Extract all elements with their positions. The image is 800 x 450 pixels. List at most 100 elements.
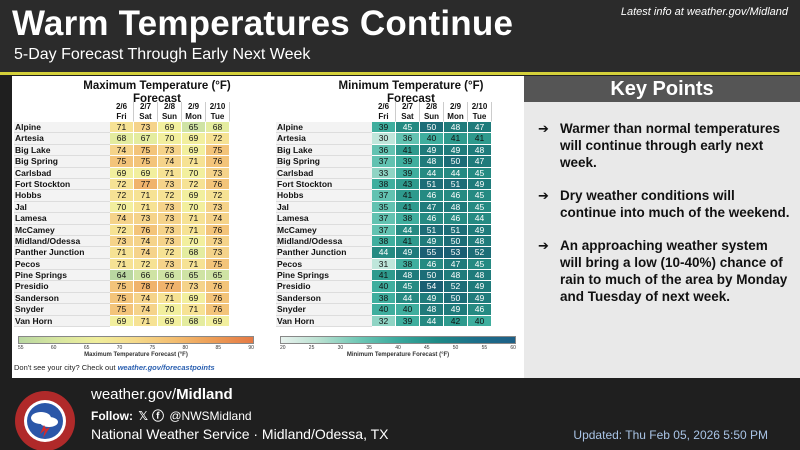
latest-info-link[interactable]: Latest info at weather.gov/Midland xyxy=(620,6,788,18)
temp-cell: 48 xyxy=(444,270,468,282)
temp-cell: 49 xyxy=(444,144,468,157)
temp-cell: 45 xyxy=(468,190,492,202)
site-name: Presidio xyxy=(14,281,110,293)
temp-cell: 66 xyxy=(134,270,158,282)
key-point-item: ➔ Dry weather conditions will continue in… xyxy=(538,187,790,221)
temp-cell: 73 xyxy=(158,258,182,271)
legend-tick: 70 xyxy=(116,345,123,351)
temp-cell: 49 xyxy=(468,178,492,191)
site-name: Panther Junction xyxy=(276,247,372,259)
temp-cell: 71 xyxy=(158,167,182,179)
site-name: Carlsbad xyxy=(276,167,372,179)
legend-tick: 80 xyxy=(182,345,189,351)
temp-cell: 73 xyxy=(206,247,230,259)
temp-cell: 71 xyxy=(182,213,206,225)
temp-cell: 39 xyxy=(396,167,420,179)
table-row: Panther Junction 44 49 55 53 52 xyxy=(276,247,492,259)
table-row: McCamey 72 76 73 71 76 xyxy=(14,224,230,236)
temp-cell: 36 xyxy=(396,133,420,145)
follow-label: Follow: xyxy=(91,409,133,423)
temp-cell: 71 xyxy=(158,292,182,305)
legend-tick: 60 xyxy=(50,345,57,351)
temp-cell: 74 xyxy=(110,144,134,157)
temp-cell: 70 xyxy=(110,201,134,214)
facebook-icon[interactable]: ⓕ xyxy=(152,409,165,423)
temp-cell: 71 xyxy=(110,258,134,271)
temp-cell: 69 xyxy=(134,167,158,179)
temp-cell: 72 xyxy=(206,133,230,145)
temp-cell: 73 xyxy=(158,178,182,191)
footer-website-link[interactable]: weather.gov/Midland xyxy=(91,386,233,403)
temp-cell: 48 xyxy=(468,270,492,282)
temp-cell: 50 xyxy=(444,156,468,168)
temp-cell: 48 xyxy=(396,270,420,282)
temp-cell: 76 xyxy=(206,292,230,305)
table-row: Pecos 71 72 73 71 75 xyxy=(14,258,230,271)
office-name: National Weather Service · Midland/Odess… xyxy=(91,426,389,442)
temp-cell: 47 xyxy=(420,201,444,214)
temp-cell: 69 xyxy=(182,292,206,305)
temp-cell: 74 xyxy=(110,213,134,225)
table-row: Sanderson 38 44 49 50 49 xyxy=(276,292,492,305)
table-row: Artesia 30 36 40 41 41 xyxy=(276,133,492,145)
table-row: Carlsbad 69 69 71 70 73 xyxy=(14,167,230,179)
temp-cell: 73 xyxy=(158,224,182,236)
table-row: Fort Stockton 72 77 73 72 76 xyxy=(14,178,230,191)
site-name: McCamey xyxy=(14,224,110,236)
min-temp-table: Minimum Temperature (°F) Forecast 2/6 Fri… xyxy=(276,80,524,358)
social-handle[interactable]: @NWSMidland xyxy=(169,409,252,423)
arrow-right-icon: ➔ xyxy=(538,121,549,136)
temp-cell: 71 xyxy=(134,201,158,214)
temp-cell: 43 xyxy=(396,178,420,191)
x-icon[interactable]: 𝕏 xyxy=(138,409,149,423)
site-name: Alpine xyxy=(276,122,372,134)
temp-cell: 38 xyxy=(372,178,396,191)
temp-cell: 72 xyxy=(158,190,182,202)
min-legend-label: Minimum Temperature Forecast (°F) xyxy=(346,352,450,358)
temp-cell: 77 xyxy=(134,178,158,191)
temp-cell: 73 xyxy=(206,235,230,248)
temp-cell: 74 xyxy=(206,213,230,225)
min-legend-color-bar xyxy=(280,336,516,344)
forecast-points-link[interactable]: weather.gov/forecastpoints xyxy=(117,363,215,372)
temp-cell: 55 xyxy=(420,247,444,259)
temp-cell: 74 xyxy=(134,292,158,305)
temp-cell: 72 xyxy=(110,190,134,202)
temp-cell: 50 xyxy=(444,292,468,305)
temp-cell: 44 xyxy=(396,224,420,236)
site-name: Midland/Odessa xyxy=(276,235,372,248)
temp-cell: 49 xyxy=(420,235,444,248)
updated-timestamp: Updated: Thu Feb 05, 2026 5:50 PM xyxy=(573,428,768,442)
day-header: 2/9 Mon xyxy=(444,102,468,122)
site-name: Pine Springs xyxy=(14,270,110,282)
temp-cell: 68 xyxy=(182,315,206,328)
temp-cell: 76 xyxy=(206,156,230,168)
footnote-text: Don't see your city? Check out xyxy=(14,363,116,372)
temp-cell: 67 xyxy=(134,133,158,145)
site-name: Van Horn xyxy=(14,315,110,328)
temp-cell: 73 xyxy=(110,235,134,248)
temp-cell: 72 xyxy=(134,258,158,271)
temp-cell: 73 xyxy=(182,281,206,293)
temp-cell: 69 xyxy=(182,133,206,145)
site-name: Van Horn xyxy=(276,315,372,328)
min-legend: 20 25 30 35 40 45 50 55 60 Minimum Temperature F… xyxy=(280,336,516,358)
temp-cell: 74 xyxy=(134,247,158,259)
temp-cell: 45 xyxy=(468,167,492,179)
temp-cell: 44 xyxy=(420,167,444,179)
temp-cell: 49 xyxy=(468,292,492,305)
temp-cell: 64 xyxy=(110,270,134,282)
temp-cell: 41 xyxy=(396,201,420,214)
site-name: Artesia xyxy=(276,133,372,145)
temp-cell: 46 xyxy=(420,190,444,202)
footer xyxy=(0,378,800,450)
page-title: Warm Temperatures Continue xyxy=(12,4,514,43)
temp-cell: 37 xyxy=(372,213,396,225)
table-row: Van Horn 32 39 44 42 40 xyxy=(276,315,492,328)
site-name: Alpine xyxy=(14,122,110,134)
temp-cell: 75 xyxy=(206,258,230,271)
temp-cell: 77 xyxy=(158,281,182,293)
temp-cell: 68 xyxy=(206,122,230,134)
arrow-right-icon: ➔ xyxy=(538,238,549,253)
temp-cell: 76 xyxy=(134,224,158,236)
